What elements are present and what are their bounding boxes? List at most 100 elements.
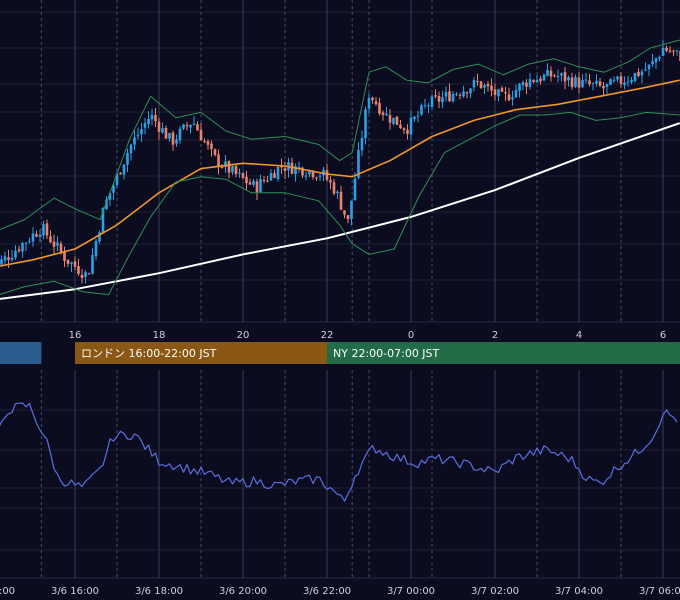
candle-body [182,124,185,129]
candle-body [266,180,269,182]
candle-body [294,166,297,175]
candle-body [528,79,532,87]
candle-body [49,236,52,243]
candle-body [364,109,367,139]
candle-body [301,167,304,176]
candle-body [420,105,423,115]
candle-body [395,116,399,125]
candle-body [308,170,311,175]
candle-body [556,76,560,78]
candle-body [563,72,567,82]
candle-body [66,259,70,264]
candle-body [493,89,497,95]
candle-body [178,128,182,141]
candle-body [262,179,266,181]
candle-body [500,88,504,92]
candle-body [259,179,262,192]
candle-body [546,69,549,76]
candle-body [588,80,591,85]
candle-body [560,73,563,76]
candle-body [31,233,35,242]
candle-body [80,274,84,278]
candle-body [612,80,616,82]
candle-body [304,175,308,177]
candle-body [343,210,346,215]
candle-body [525,82,528,87]
x-tick-label: 16 [69,330,82,341]
candle-body [38,234,42,237]
candle-body [507,94,511,101]
candle-body [444,92,448,97]
candle-body [94,241,98,257]
x-tick-label: 3/6 22:00 [303,586,351,597]
candle-body [497,89,500,97]
candle-body [406,129,409,134]
candle-body [441,97,444,103]
candle-body [84,272,87,277]
candle-body [654,58,658,63]
candle-body [668,50,672,52]
candle-body [213,149,217,155]
candle-body [409,117,413,135]
candle-body [574,76,577,87]
candle-body [472,80,476,88]
x-tick-label: 22 [321,330,334,341]
candle-body [164,128,168,139]
candle-body [581,79,584,88]
x-tick-label: 3/7 06:00 [639,586,680,597]
candle-body [199,129,203,141]
candle-body [570,77,574,88]
candle-body [385,113,388,116]
candle-body [45,223,49,236]
candle-body [521,82,525,86]
candle-body [196,124,199,131]
candle-body [451,94,455,102]
candle-body [87,273,91,275]
candle-body [28,241,31,243]
candle-body [476,81,479,83]
candle-body [434,95,437,97]
session-band: ロンドン 16:00-22:00 JST NY 22:00-07:00 JST [0,342,680,364]
x-tick-label: 3/7 04:00 [555,586,603,597]
candle-body [672,50,675,52]
candle-body [157,121,161,132]
candle-body [504,92,507,94]
session-label-1: ロンドン 16:00-22:00 JST [81,347,217,360]
candle-body [122,164,126,175]
candle-body [392,117,395,124]
x-tick-label: 20 [237,330,250,341]
candle-body [318,175,322,177]
candle-body [231,166,234,173]
candle-body [486,84,490,87]
candles-0 [0,40,680,284]
oscillator-x-axis: 3/6 14:00 3/6 16:00 3/6 18:00 3/6 20:00 3/6 … [0,586,680,597]
candle-body [448,91,451,102]
candle-body [290,162,294,174]
candle-body [378,102,381,114]
candle-body [77,265,80,274]
candle-body [108,193,112,200]
candle-body [238,172,241,174]
candle-body [430,96,434,107]
candle-body [374,101,378,105]
candle-body [147,119,150,125]
candle-body [42,224,45,236]
x-tick-label: 3/6 20:00 [219,586,267,597]
candle-body [24,242,28,244]
candle-body [346,215,350,220]
x-tick-label: 6 [660,330,666,341]
candle-body [339,191,343,210]
candle-body [630,80,633,83]
candle-body [553,75,556,77]
candle-body [52,241,56,247]
candle-body [595,80,598,84]
candle-body [532,80,535,82]
series-line-3 [0,39,680,230]
candle-body [427,105,430,107]
candle-body [458,94,462,96]
x-tick-label: 4 [576,330,582,341]
candle-body [255,181,259,193]
candle-body [119,172,122,175]
